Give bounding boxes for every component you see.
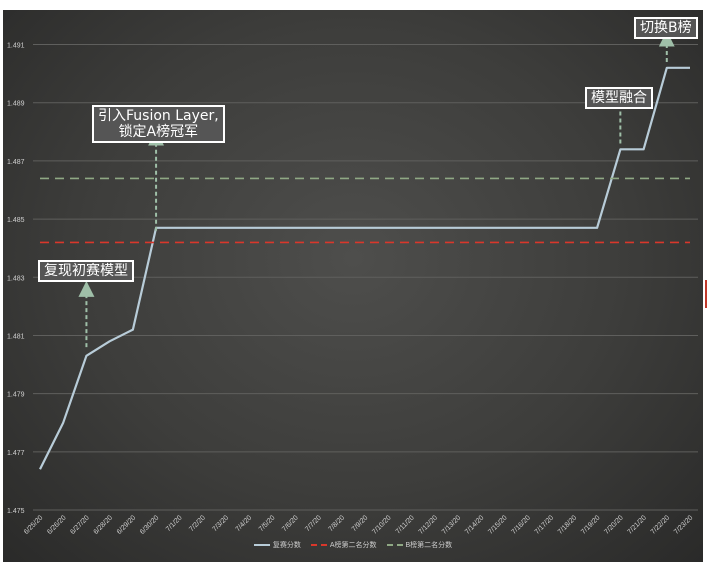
xtick-label-15: 7/10/20 [371,514,393,536]
xtick-label-20: 7/15/20 [487,514,509,536]
xtick-label-27: 7/22/20 [650,514,672,536]
xtick-label-12: 7/7/20 [304,514,323,533]
xtick-label-7: 7/2/20 [188,514,207,533]
legend-label-b-second: B榜第二名分数 [405,542,453,549]
xtick-label-25: 7/20/20 [603,514,625,536]
xtick-label-21: 7/16/20 [510,514,532,536]
line-chart: 1.475 1.477 1.479 1.481 1.483 1.485 1.487 1.489… [7,30,698,536]
legend-label-a-second: A榜第二名分数 [329,542,377,549]
chart-area: 1.475 1.477 1.479 1.481 1.483 1.485 1.487 1.489… [3,10,703,562]
ytick-label-2: 1.479 [7,392,25,399]
xtick-label-19: 7/14/20 [464,514,486,536]
annotation-fusion-box: 引入Fusion Layer, 锁定A榜冠军 [92,105,225,143]
legend-swatch-score [253,544,270,546]
legend-swatch-b-second [386,544,403,546]
legend-label-score: 复赛分数 [272,542,301,549]
ytick-label-7: 1.489 [7,101,25,108]
xtick-label-16: 7/11/20 [395,514,416,535]
xtick-label-28: 7/23/20 [673,514,695,536]
ytick-label-1: 1.477 [7,450,25,457]
xtick-label-9: 7/4/20 [235,514,254,533]
annotation-reproduce-box: 复现初赛模型 [38,260,134,282]
ytick-label-0: 1.475 [7,508,25,515]
xtick-label-26: 7/21/20 [627,514,649,536]
xtick-label-13: 7/8/20 [327,514,346,533]
xtick-label-10: 7/5/20 [258,514,277,533]
legend-item-b-second: B榜第二名分数 [386,540,453,550]
xtick-label-0: 6/25/20 [23,514,45,536]
xtick-label-2: 6/27/20 [69,514,91,536]
legend-item-a-second: A榜第二名分数 [310,540,377,550]
xtick-label-17: 7/12/20 [418,514,440,536]
xtick-label-3: 6/28/20 [93,514,115,536]
xtick-label-23: 7/18/20 [557,514,579,536]
ytick-label-4: 1.483 [7,275,25,282]
ytick-label-5: 1.485 [7,217,25,224]
xtick-label-14: 7/9/20 [351,514,370,533]
xtick-label-4: 6/29/20 [116,514,138,536]
xtick-label-1: 6/26/20 [46,514,68,536]
xtick-label-18: 7/13/20 [441,514,463,536]
xtick-label-11: 7/6/20 [281,514,300,533]
legend-item-score: 复赛分数 [253,540,301,550]
ytick-label-6: 1.487 [7,159,25,166]
ytick-label-3: 1.481 [7,333,25,340]
xtick-label-5: 6/30/20 [139,514,161,536]
legend-swatch-a-second [310,544,327,546]
annotation-ensemble-box: 模型融合 [585,87,653,109]
xtick-label-22: 7/17/20 [534,514,556,536]
xtick-label-8: 7/3/20 [211,514,230,533]
xtick-label-6: 7/1/20 [165,514,184,533]
edge-marker [705,280,707,308]
xtick-label-24: 7/19/20 [580,514,602,536]
annotation-switch-box: 切换B榜 [634,17,698,39]
ytick-label-8: 1.491 [7,43,25,50]
series-line-0 [39,66,690,470]
chart-legend: 复赛分数 A榜第二名分数 B榜第二名分数 [3,540,703,550]
